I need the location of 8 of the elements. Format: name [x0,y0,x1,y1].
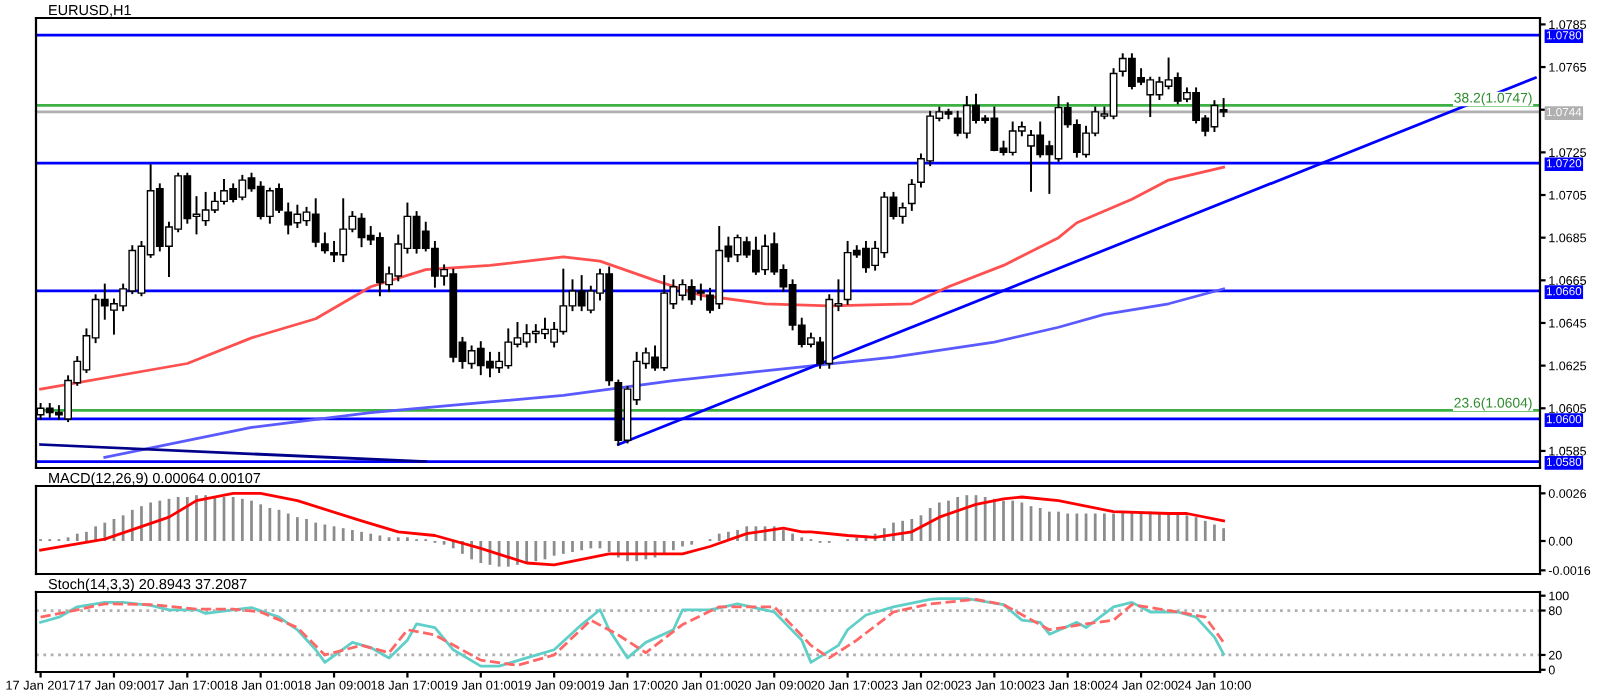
candlestick [898,202,907,224]
candlestick [311,198,320,248]
line-series [103,287,1225,459]
candlestick [320,232,329,254]
line-series [39,491,1225,567]
candlestick [907,179,916,211]
candlestick [284,202,293,235]
line-series [39,165,1225,391]
